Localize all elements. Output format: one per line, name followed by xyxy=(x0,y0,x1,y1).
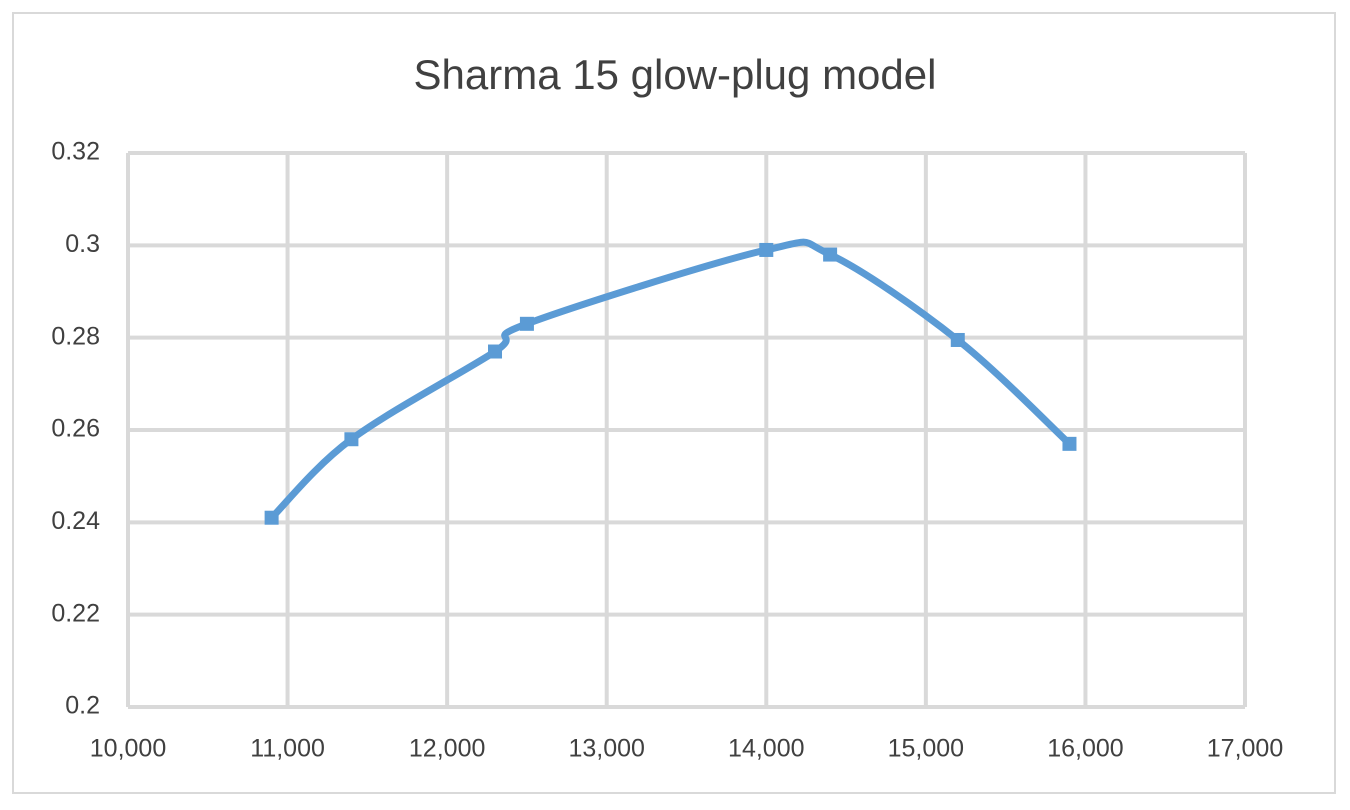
y-tick-label: 0.28 xyxy=(51,322,100,350)
data-point xyxy=(1062,436,1077,451)
x-tick-label: 10,000 xyxy=(90,735,166,763)
x-tick-label: 11,000 xyxy=(250,735,325,763)
x-tick-label: 13,000 xyxy=(568,735,644,763)
data-point xyxy=(264,510,279,525)
y-tick-label: 0.24 xyxy=(51,507,100,535)
data-point xyxy=(759,242,774,257)
x-tick-label: 14,000 xyxy=(728,735,804,763)
data-point xyxy=(519,316,534,331)
x-tick-label: 16,000 xyxy=(1047,735,1123,763)
chart-frame xyxy=(12,12,1336,794)
y-tick-label: 0.2 xyxy=(65,692,100,720)
x-tick-label: 12,000 xyxy=(409,735,485,763)
x-tick-label: 15,000 xyxy=(888,735,964,763)
y-tick-label: 0.26 xyxy=(51,415,100,443)
data-point xyxy=(344,432,359,447)
data-point xyxy=(488,344,503,359)
data-point xyxy=(823,247,838,262)
chart-title: Sharma 15 glow-plug model xyxy=(414,51,937,98)
y-tick-label: 0.22 xyxy=(51,599,100,627)
y-tick-label: 0.3 xyxy=(65,230,100,258)
y-tick-label: 0.32 xyxy=(51,138,100,166)
series-line xyxy=(268,238,1073,522)
data-point xyxy=(950,332,965,347)
x-tick-label: 17,000 xyxy=(1207,735,1283,763)
